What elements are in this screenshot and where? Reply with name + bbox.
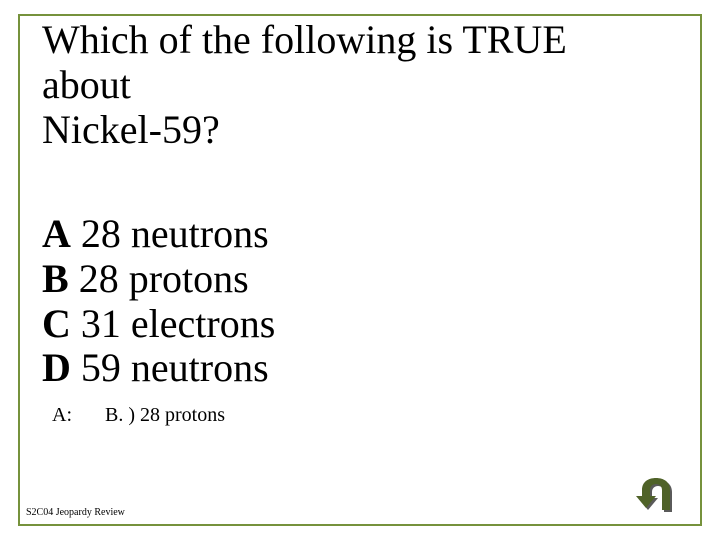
option-a-letter: A [42,211,71,256]
slide-frame: Which of the following is TRUE about Nic… [18,14,702,526]
footer-text: S2C04 Jeopardy Review [26,507,125,518]
option-b-text: 28 protons [69,256,249,301]
question-line-2: about [42,62,131,107]
return-button[interactable] [636,476,682,514]
answer-row: A: B. ) 28 protons [52,404,225,427]
answer-label: A: [52,404,72,426]
u-turn-arrow-icon [636,476,682,514]
answer-text: B. ) 28 protons [105,404,225,426]
options-block: A 28 neutrons B 28 protons C 31 electron… [42,212,275,391]
option-b-letter: B [42,256,69,301]
option-c: C 31 electrons [42,302,275,347]
option-a-text: 28 neutrons [71,211,269,256]
option-d-text: 59 neutrons [71,345,269,390]
option-d: D 59 neutrons [42,346,275,391]
question-line-1: Which of the following is TRUE [42,17,567,62]
option-b: B 28 protons [42,257,275,302]
option-d-letter: D [42,345,71,390]
option-a: A 28 neutrons [42,212,275,257]
question-text: Which of the following is TRUE about Nic… [42,18,682,152]
question-line-3: Nickel-59? [42,107,220,152]
option-c-letter: C [42,301,71,346]
option-c-text: 31 electrons [71,301,275,346]
